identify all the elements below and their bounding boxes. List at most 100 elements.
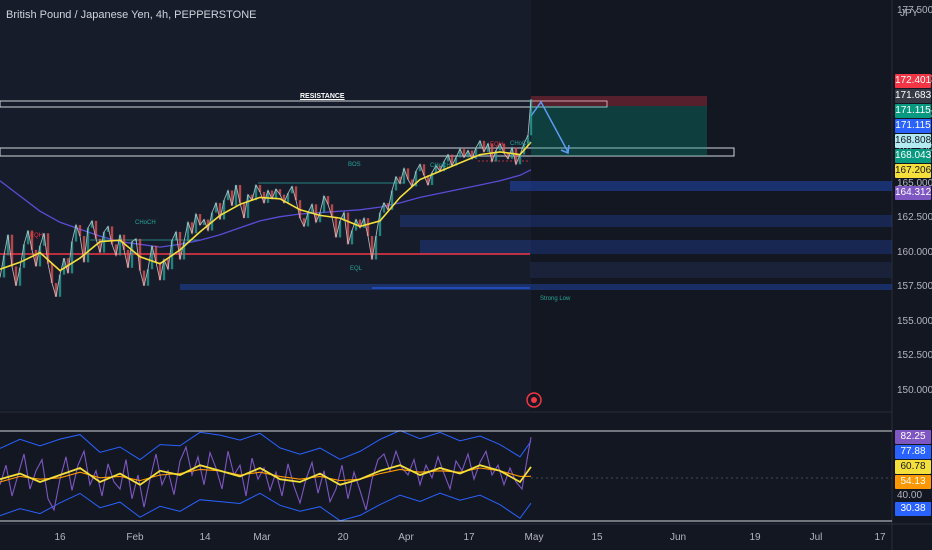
price-candle bbox=[326, 196, 330, 205]
price-candle bbox=[54, 282, 58, 297]
annotation-eqh-2: EQH bbox=[490, 142, 504, 148]
price-candle bbox=[78, 225, 82, 237]
price-candle bbox=[18, 267, 22, 286]
price-candle bbox=[506, 153, 510, 159]
annotation-choch-2: CHoCH bbox=[430, 163, 451, 169]
price-candle bbox=[378, 212, 382, 237]
time-tick-label: 17 bbox=[874, 532, 886, 543]
price-candle bbox=[322, 196, 326, 213]
price-badge: 167.206 bbox=[895, 164, 932, 179]
price-candle bbox=[278, 189, 282, 195]
price-candle bbox=[502, 143, 506, 154]
annotation-resistance: RESISTANCE bbox=[300, 93, 345, 100]
price-candle bbox=[106, 226, 110, 232]
price-candle bbox=[430, 172, 434, 185]
price-candle bbox=[22, 244, 26, 268]
price-candle bbox=[330, 204, 334, 217]
price-candle bbox=[358, 219, 362, 228]
ma-slow-line bbox=[0, 169, 532, 248]
price-candle bbox=[426, 175, 430, 185]
rsi-line bbox=[0, 437, 532, 512]
price-tick-label: 157.500 bbox=[897, 281, 932, 293]
price-candle bbox=[306, 212, 310, 227]
price-candle bbox=[346, 212, 350, 245]
rsi-lower-band bbox=[0, 492, 532, 522]
price-candle bbox=[166, 259, 170, 270]
price-candle bbox=[442, 161, 446, 172]
price-candle bbox=[418, 164, 422, 172]
price-candle bbox=[422, 164, 426, 176]
time-tick-label: Jul bbox=[809, 532, 823, 543]
price-candle bbox=[142, 270, 146, 286]
price-candle bbox=[294, 186, 298, 201]
price-tick-label: 167.500 bbox=[897, 143, 932, 154]
price-candle bbox=[526, 135, 530, 144]
price-candle bbox=[374, 236, 378, 260]
price-candle bbox=[190, 222, 194, 234]
price-candle bbox=[462, 149, 466, 158]
price-candle bbox=[254, 184, 258, 201]
price-candle bbox=[10, 234, 14, 267]
price-candle bbox=[482, 140, 486, 152]
price-candle bbox=[118, 234, 122, 256]
price-candle bbox=[386, 202, 390, 210]
price-candle bbox=[222, 200, 226, 220]
price-candle bbox=[114, 244, 118, 256]
price-candle bbox=[102, 231, 106, 253]
price-candle bbox=[82, 236, 86, 263]
zone-blue-2 bbox=[400, 215, 892, 227]
price-candle bbox=[234, 184, 238, 206]
price-candle bbox=[370, 236, 374, 260]
rsi-upper-band bbox=[0, 429, 532, 461]
alert-icon-dot bbox=[531, 397, 537, 403]
price-candle bbox=[286, 193, 290, 203]
time-tick-label: May bbox=[524, 532, 544, 543]
rsi-badge: 60.78 bbox=[895, 459, 931, 474]
price-candle bbox=[398, 176, 402, 184]
resistance-box bbox=[0, 100, 608, 108]
price-candle bbox=[466, 150, 470, 158]
price-candle bbox=[218, 202, 222, 220]
price-candle bbox=[458, 149, 462, 158]
price-candle bbox=[338, 220, 342, 238]
time-tick-label: Apr bbox=[398, 532, 414, 543]
price-candle bbox=[434, 165, 438, 173]
price-candle bbox=[150, 245, 154, 270]
annotation-choch-1: CHoCH bbox=[135, 220, 156, 226]
time-tick-label: 20 bbox=[337, 532, 349, 543]
price-candle bbox=[162, 259, 166, 281]
rsi-badge: 54.13 bbox=[895, 474, 931, 489]
zone-blue-3 bbox=[420, 240, 892, 254]
price-candle bbox=[382, 202, 386, 213]
position-target-zone bbox=[531, 106, 707, 156]
rsi-badge: 30.38 bbox=[895, 502, 931, 517]
price-candle bbox=[258, 184, 262, 192]
price-candle bbox=[86, 227, 90, 263]
price-candle bbox=[486, 143, 490, 152]
annotation-strong-low: Strong Low bbox=[540, 296, 571, 302]
price-candle bbox=[366, 218, 370, 237]
price-candle bbox=[154, 245, 158, 263]
price-candle bbox=[158, 262, 162, 281]
price-candle bbox=[450, 154, 454, 166]
projection-arrow bbox=[530, 100, 569, 153]
price-candle bbox=[74, 225, 78, 242]
price-candle bbox=[230, 190, 234, 206]
price-candle bbox=[514, 147, 518, 165]
price-candle bbox=[414, 171, 418, 187]
price-candle bbox=[46, 233, 50, 264]
price-candle bbox=[494, 150, 498, 162]
zone-blue-4 bbox=[180, 284, 892, 290]
time-tick-label: 16 bbox=[54, 532, 66, 543]
price-candle bbox=[70, 241, 74, 274]
price-candle bbox=[266, 190, 270, 203]
price-badge: 172.401 bbox=[895, 74, 932, 89]
price-tick-label: 160.000 bbox=[897, 246, 932, 258]
price-tick-label: 165.000 bbox=[897, 177, 932, 189]
time-tick-label: 14 bbox=[199, 532, 211, 543]
price-badge: 171.683 bbox=[895, 89, 932, 104]
price-candle bbox=[318, 212, 322, 223]
price-candle bbox=[478, 140, 482, 148]
price-candle bbox=[314, 204, 318, 223]
